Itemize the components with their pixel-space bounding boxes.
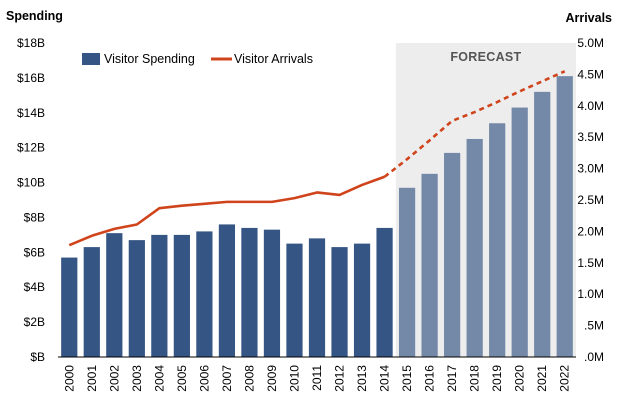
bar-2007 bbox=[218, 224, 236, 357]
bar-2010 bbox=[286, 243, 303, 357]
left-tick-label: $8B bbox=[24, 210, 45, 224]
legend-label-visitor-spending: Visitor Spending bbox=[104, 52, 195, 66]
right-tick-label: 3.5M bbox=[577, 130, 604, 144]
left-tick-label: $6B bbox=[24, 245, 45, 259]
bar-2002 bbox=[106, 233, 123, 357]
x-tick-label: 2018 bbox=[468, 365, 482, 392]
right-tick-label: 2.5M bbox=[577, 193, 604, 207]
x-tick-label: 2006 bbox=[197, 365, 211, 392]
x-tick-label: 2014 bbox=[378, 365, 392, 392]
left-tick-label: $10B bbox=[17, 176, 45, 190]
bar-2006 bbox=[196, 231, 213, 357]
x-tick-label: 2000 bbox=[62, 365, 76, 392]
x-axis-ticks: 2000 2001 2002 2003 2004 2005 2006 2007 2008 2009… bbox=[62, 365, 571, 392]
bar-2019 bbox=[489, 123, 506, 357]
bar-2016 bbox=[421, 173, 438, 357]
bar-2012 bbox=[331, 247, 348, 357]
right-tick-label: 4.5M bbox=[577, 67, 604, 81]
bar-2013 bbox=[353, 243, 371, 357]
x-tick-label: 2016 bbox=[423, 365, 437, 392]
bars-group bbox=[61, 76, 573, 358]
x-tick-label: 2003 bbox=[130, 365, 144, 392]
right-tick-label: 3.0M bbox=[577, 162, 604, 176]
right-tick-label: 4.0M bbox=[577, 99, 604, 113]
bar-2003 bbox=[128, 240, 145, 357]
right-tick-label: 1.0M bbox=[577, 287, 604, 301]
bar-2017 bbox=[444, 152, 461, 357]
forecast-label: FORECAST bbox=[450, 50, 521, 64]
left-tick-label: $14B bbox=[17, 106, 45, 120]
x-tick-label: 2004 bbox=[152, 365, 166, 392]
bar-2020 bbox=[511, 107, 528, 358]
left-tick-label: $16B bbox=[17, 71, 45, 85]
line-group bbox=[68, 70, 566, 247]
left-tick-label: $12B bbox=[17, 141, 45, 155]
right-tick-label: 1.5M bbox=[577, 256, 604, 270]
right-tick-label: .0M bbox=[584, 350, 604, 364]
bar-2008 bbox=[241, 227, 258, 357]
legend-label-visitor-arrivals: Visitor Arrivals bbox=[234, 52, 313, 66]
left-tick-label: $B bbox=[30, 350, 45, 364]
right-axis-title: Arrivals bbox=[565, 11, 612, 25]
right-tick-label: 2.0M bbox=[577, 224, 604, 238]
bar-2001 bbox=[83, 247, 100, 357]
bar-2015 bbox=[398, 187, 416, 357]
bar-2009 bbox=[263, 229, 281, 357]
x-tick-label: 2010 bbox=[287, 365, 301, 392]
bar-2014 bbox=[376, 227, 393, 357]
x-tick-label: 2015 bbox=[400, 365, 414, 392]
x-tick-label: 2021 bbox=[535, 365, 549, 392]
left-axis-title: Spending bbox=[6, 9, 63, 23]
x-tick-label: 2017 bbox=[445, 365, 459, 392]
x-tick-label: 2001 bbox=[85, 365, 99, 392]
bar-2018 bbox=[466, 138, 483, 357]
x-tick-label: 2011 bbox=[310, 365, 324, 391]
legend: Visitor Spending Visitor Arrivals bbox=[82, 52, 313, 66]
left-tick-label: $4B bbox=[24, 280, 45, 294]
x-tick-label: 2008 bbox=[242, 365, 256, 392]
left-tick-label: $18B bbox=[17, 36, 45, 50]
bar-2022 bbox=[556, 76, 573, 358]
bar-2011 bbox=[308, 238, 326, 357]
right-axis-ticks: .0M .5M 1.0M 1.5M 2.0M 2.5M 3.0M 3.5M 4.0M 4.5M 5.… bbox=[577, 36, 604, 364]
x-tick-label: 2005 bbox=[175, 365, 189, 392]
right-tick-label: .5M bbox=[584, 319, 604, 333]
bar-2000 bbox=[61, 257, 78, 357]
x-tick-label: 2022 bbox=[558, 365, 572, 392]
x-tick-label: 2009 bbox=[265, 365, 279, 392]
x-tick-label: 2012 bbox=[333, 365, 347, 392]
x-tick-label: 2020 bbox=[513, 365, 527, 392]
right-tick-label: 5.0M bbox=[577, 36, 604, 50]
bar-2004 bbox=[151, 234, 168, 357]
left-axis-ticks: $B $2B $4B $6B $8B $10B $12B $14B $16B $18B bbox=[17, 36, 45, 364]
x-tick-label: 2007 bbox=[220, 365, 234, 392]
legend-swatch-visitor-spending bbox=[82, 53, 100, 65]
x-tick-label: 2013 bbox=[355, 365, 369, 392]
bar-2005 bbox=[173, 234, 190, 357]
left-tick-label: $2B bbox=[24, 315, 45, 329]
x-tick-label: 2019 bbox=[490, 365, 504, 392]
x-tick-label: 2002 bbox=[107, 365, 121, 392]
bar-2021 bbox=[534, 91, 551, 357]
